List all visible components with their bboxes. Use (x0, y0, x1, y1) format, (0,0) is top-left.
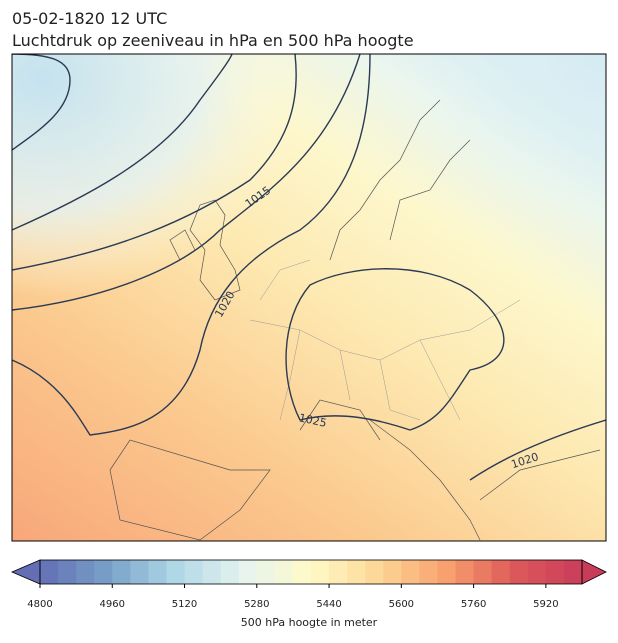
colorbar-bin (473, 560, 493, 584)
map-subtitle: Luchtdruk op zeeniveau in hPa en 500 hPa… (12, 31, 414, 50)
colorbar-bin (437, 560, 457, 584)
map (12, 54, 606, 541)
colorbar-frame (39, 559, 583, 585)
colorbar-bin (256, 560, 276, 584)
map-title: 05-02-1820 12 UTC (12, 9, 167, 28)
colorbar-tick-label: 5760 (461, 599, 486, 610)
colorbar-bin (419, 560, 438, 584)
colorbar-bin (527, 560, 547, 584)
colorbar-extend-high (581, 559, 607, 585)
colorbar-tick-label: 4800 (27, 599, 52, 610)
contour-label: 1025 (298, 411, 328, 430)
colorbar-tick-label: 5280 (244, 599, 269, 610)
colorbar-bin (292, 560, 312, 584)
colorbar-bin (220, 560, 240, 584)
colorbar-extend-low (10, 559, 41, 585)
colorbar-tick-label: 4960 (100, 599, 125, 610)
colorbar-bin (563, 560, 583, 584)
colorbar-bin (58, 560, 77, 584)
colorbar-bin (509, 560, 529, 584)
colorbar-tick-label: 5120 (172, 599, 197, 610)
colorbar-bin (238, 560, 258, 584)
colorbar-bin (76, 560, 95, 584)
colorbar-bin (383, 560, 402, 584)
colorbar-bin (274, 560, 294, 584)
colorbar-tick-label: 5440 (316, 599, 341, 610)
colorbar-bin (130, 560, 149, 584)
colorbar-bin (311, 560, 330, 584)
colorbar-bin (166, 560, 186, 584)
colorbar-label: 500 hPa hoogte in meter (241, 616, 378, 629)
colorbar-bin (202, 560, 222, 584)
colorbar-tick-label: 5600 (389, 599, 414, 610)
colorbar-bin (184, 560, 204, 584)
colorbar-bin (148, 560, 167, 584)
colorbar-bin (401, 560, 420, 584)
colorbar-bin (94, 560, 113, 584)
colorbar-bin (40, 560, 59, 584)
colorbar-bin (365, 560, 384, 584)
colorbar-bin (112, 560, 131, 584)
colorbar-tick-label: 5920 (533, 599, 558, 610)
colorbar-bin (455, 560, 475, 584)
colorbar-bin (545, 560, 565, 584)
colorbar-bin (329, 560, 348, 584)
colorbar-bin (491, 560, 511, 584)
colorbar-bin (347, 560, 366, 584)
colorbar: 4800 4960 5120 5280 5440 5600 5760 5920 (10, 559, 607, 610)
